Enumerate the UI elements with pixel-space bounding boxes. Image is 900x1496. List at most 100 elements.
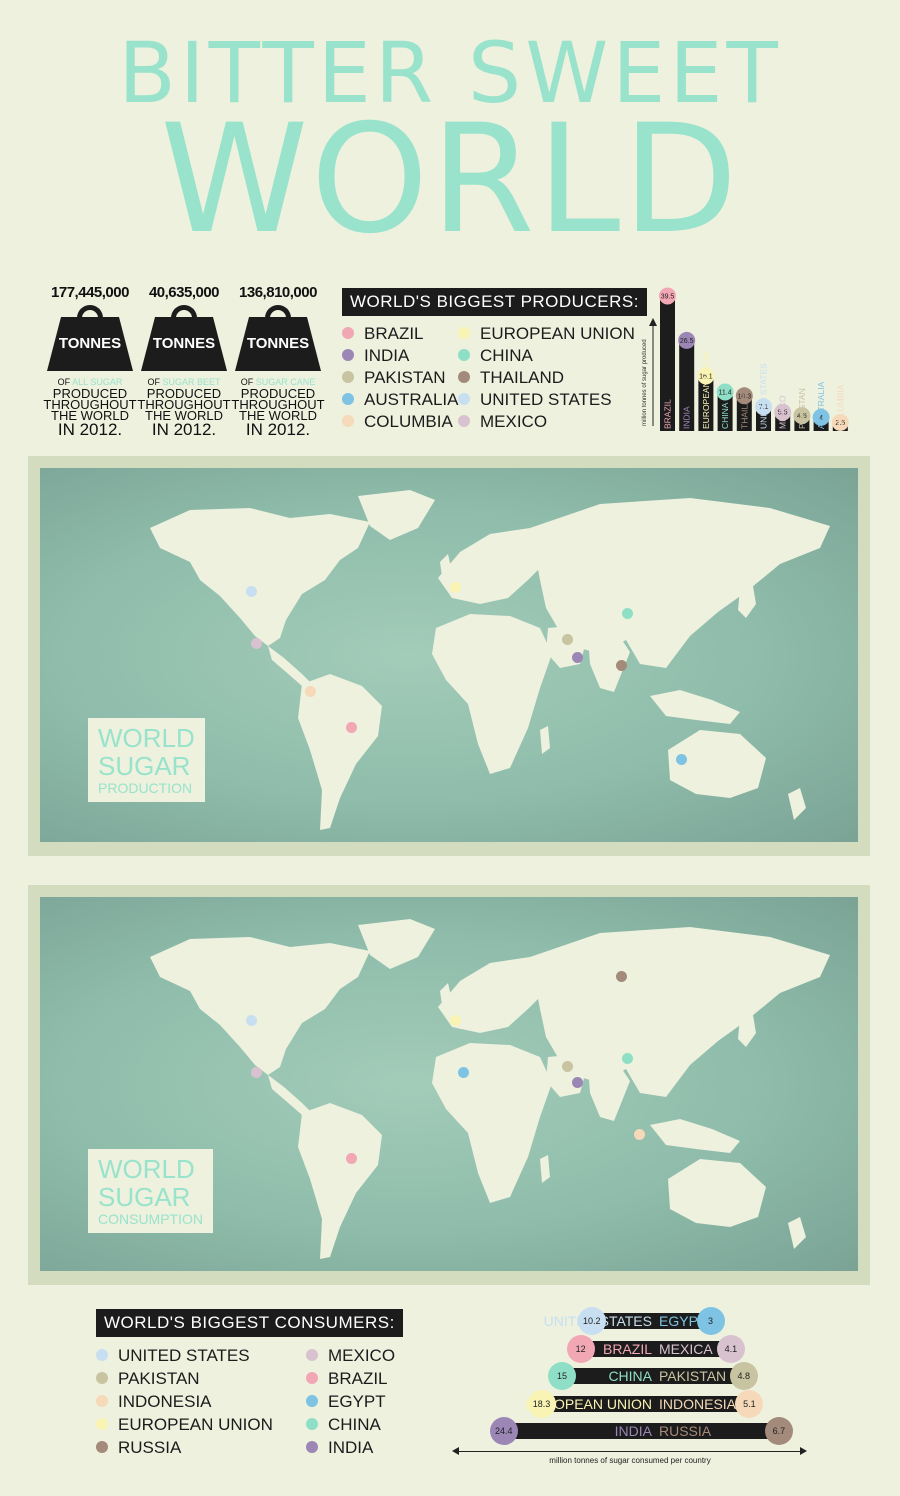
legend-label: PAKISTAN — [364, 368, 446, 387]
production-map: WORLD SUGAR PRODUCTION — [40, 468, 858, 842]
stat-of: OF — [147, 377, 163, 387]
stat-description: OF ALL SUGAR PRODUCED THROUGHOUT THE WORLD I… — [42, 375, 138, 438]
country-marker-icon — [562, 634, 573, 645]
consumption-value-left: 18.3 — [527, 1389, 556, 1418]
consumption-value-left: 15 — [548, 1362, 576, 1390]
production-map-label: WORLD SUGAR PRODUCTION — [88, 718, 205, 802]
stat-description: OF SUGAR BEET PRODUCED THROUGHOUT THE WORLD… — [136, 375, 232, 438]
weight-icon: TONNES — [235, 305, 321, 371]
stat-text: THROUGHOUT — [43, 397, 137, 412]
bar-value-label: 4 — [819, 415, 823, 422]
landmass-shape — [588, 634, 630, 692]
country-marker-icon — [305, 686, 316, 697]
legend-item: EUROPEAN UNION — [458, 324, 635, 344]
country-marker-icon — [346, 1153, 357, 1164]
bar-value-marker — [697, 367, 715, 385]
weight-icon: TONNES — [47, 305, 133, 371]
landmass-shape — [530, 927, 830, 1097]
landmass-shape — [788, 788, 806, 820]
legend-dot-icon — [96, 1417, 108, 1430]
consumption-value-left: 24.4 — [489, 1417, 518, 1445]
production-bar-chart: million tonnes of sugar produced 39.5 BRAZ… — [642, 287, 849, 431]
legend-item: RUSSIA — [96, 1438, 181, 1458]
stat-text: THROUGHOUT — [231, 397, 325, 412]
bar-value-marker — [716, 383, 734, 401]
stat-description: OF SUGAR CANE PRODUCED THROUGHOUT THE WORLD… — [230, 375, 326, 438]
x-axis-arrow — [456, 1451, 802, 1452]
country-marker-icon — [458, 1067, 469, 1078]
country-marker-icon — [634, 1129, 645, 1140]
consumption-country-right: INDONESIA — [659, 1395, 737, 1412]
bar-value-label: 16.1 — [699, 373, 713, 380]
consumption-bar-left — [541, 1395, 655, 1412]
consumption-map: WORLD SUGAR CONSUMPTION — [40, 897, 858, 1271]
stat-unit: TONNES — [246, 335, 310, 352]
legend-item: MEXICO — [306, 1346, 395, 1366]
legend-item: PAKISTAN — [96, 1369, 200, 1389]
consumption-value-right: 6.7 — [764, 1417, 793, 1445]
map-label-line2: SUGAR — [98, 1182, 191, 1212]
bar — [717, 392, 733, 431]
legend-label: RUSSIA — [118, 1438, 182, 1457]
stat-text: PRODUCED — [240, 386, 316, 401]
country-marker-icon — [246, 586, 257, 597]
stat-number: 177,445,000 — [51, 284, 129, 301]
legend-label: EUROPEAN UNION — [480, 324, 635, 343]
consumption-country-left: CHINA — [608, 1368, 652, 1384]
bar-category-label: BRAZIL — [663, 399, 673, 429]
legend-item: CHINA — [306, 1415, 381, 1435]
bar-value-marker — [774, 403, 792, 421]
legend-dot-icon — [458, 326, 470, 339]
bar-value-marker — [831, 413, 849, 431]
legend-label: MEXICO — [480, 412, 548, 431]
stat-text: PRODUCED — [146, 386, 222, 401]
bar-category-label: PAKISTAN — [797, 388, 807, 429]
legend-item: MEXICO — [458, 412, 547, 432]
stat-highlight: SUGAR CANE — [255, 377, 316, 387]
country-marker-icon — [622, 1053, 633, 1064]
bar-value-marker — [735, 387, 753, 405]
landmass-shape — [540, 1155, 550, 1183]
legend-dot-icon — [96, 1348, 108, 1361]
stat-number: 40,635,000 — [148, 284, 220, 301]
consumption-bar-left — [580, 1340, 655, 1357]
landmass-shape — [440, 554, 452, 576]
legend-item: UNITED STATES — [458, 390, 612, 410]
legend-item: INDIA — [342, 346, 409, 366]
landmass-shape — [432, 1043, 552, 1203]
landmass-shape — [438, 528, 556, 604]
consumption-value-left: 10.2 — [577, 1307, 606, 1335]
map-label-line3: CONSUMPTION — [98, 1211, 203, 1227]
consumption-value-right: 5.1 — [735, 1389, 764, 1418]
legend-dot-icon — [342, 326, 354, 339]
country-marker-icon — [450, 582, 461, 593]
stat-year: IN 2012. — [245, 420, 311, 439]
bar-category-label: AUSTRALIA — [816, 381, 826, 429]
stat-year: IN 2012. — [57, 420, 123, 439]
landmass-shape — [668, 730, 766, 798]
legend-item: INDIA — [306, 1438, 373, 1458]
landmass-shape — [432, 614, 552, 774]
legend-dot-icon — [458, 392, 470, 405]
consumption-bar-left — [503, 1423, 655, 1439]
country-marker-icon — [251, 638, 262, 649]
bar-value-label: 11.4 — [719, 390, 732, 397]
landmass-shape — [738, 1009, 756, 1047]
landmass-shape — [298, 1103, 382, 1259]
legend-dot-icon — [306, 1371, 318, 1384]
legend-label: COLUMBIA — [364, 412, 453, 431]
consumption-country-right: RUSSIA — [659, 1423, 712, 1439]
bar-value-label: 5.5 — [778, 410, 788, 417]
country-marker-icon — [616, 660, 627, 671]
country-marker-icon — [572, 652, 583, 663]
legend-item: EGYPT — [306, 1392, 386, 1412]
legend-label: CHINA — [480, 346, 533, 365]
landmass-shape — [788, 1217, 806, 1249]
stat-text: PRODUCED — [52, 386, 128, 401]
stat-year: IN 2012. — [151, 420, 217, 439]
stat-highlight: ALL SUGAR — [72, 377, 123, 387]
bar-category-label: COLUMBIA — [835, 384, 845, 429]
legend-dot-icon — [342, 370, 354, 383]
stat-text: THE WORLD — [239, 408, 317, 423]
bar-value-label: 4.5 — [797, 413, 807, 420]
